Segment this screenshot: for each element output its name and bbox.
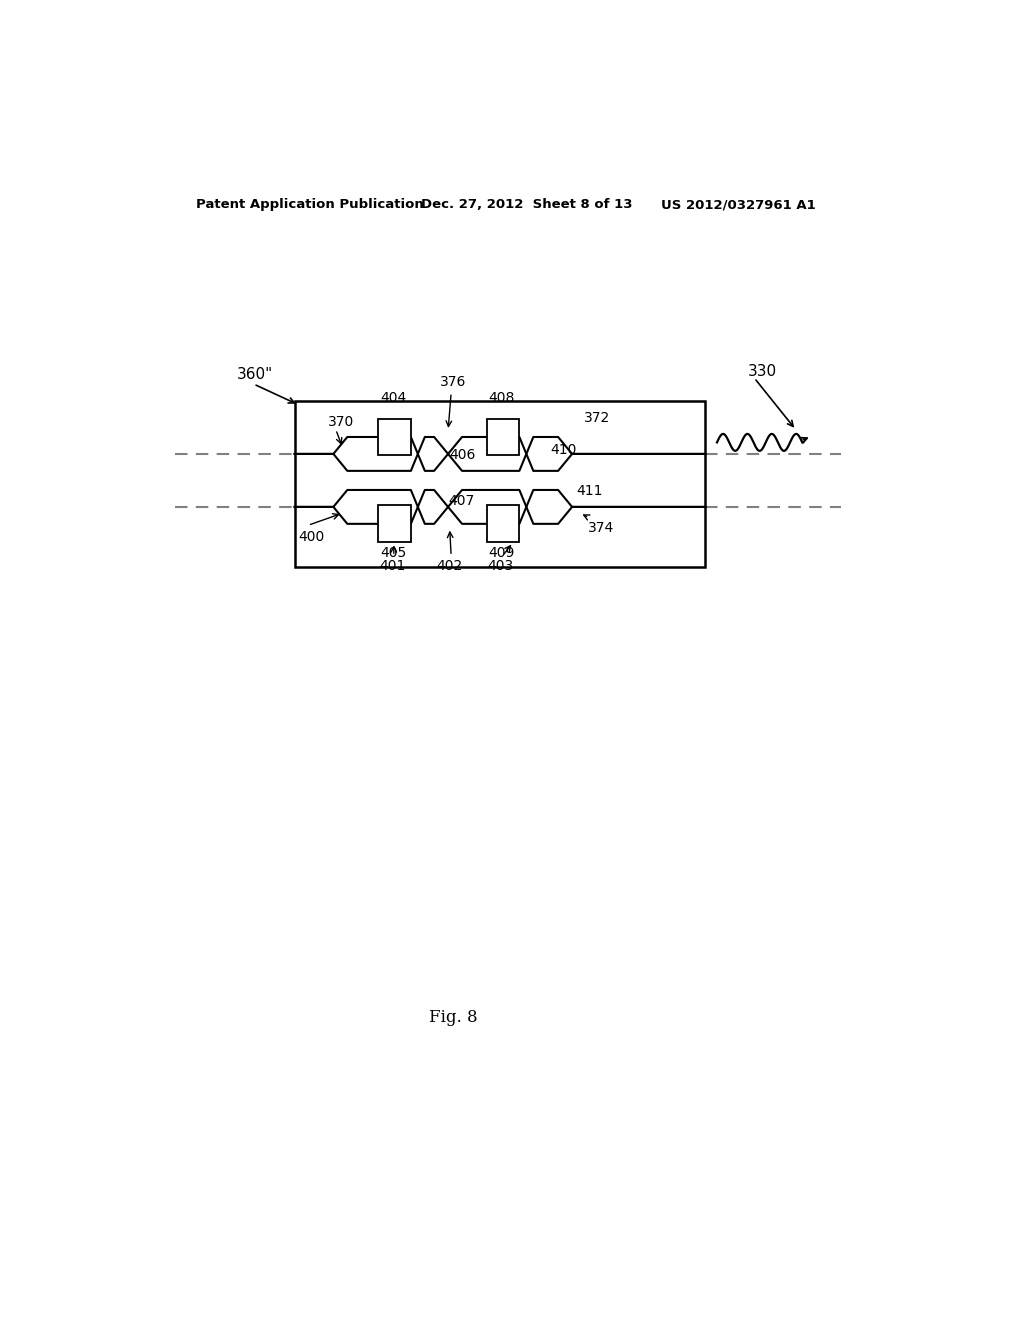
- Bar: [295, 401, 706, 566]
- Text: 360": 360": [237, 367, 272, 381]
- Bar: [486, 506, 519, 543]
- Text: 405: 405: [380, 546, 407, 560]
- Bar: [378, 506, 411, 543]
- Text: 374: 374: [588, 521, 613, 535]
- Bar: [486, 418, 519, 455]
- Text: 411: 411: [575, 483, 602, 498]
- Text: 410: 410: [550, 444, 577, 457]
- Text: 406: 406: [450, 447, 476, 462]
- Text: 370: 370: [328, 416, 354, 429]
- Text: Dec. 27, 2012  Sheet 8 of 13: Dec. 27, 2012 Sheet 8 of 13: [421, 198, 633, 211]
- Text: US 2012/0327961 A1: US 2012/0327961 A1: [662, 198, 816, 211]
- Text: 408: 408: [488, 391, 515, 405]
- Text: Patent Application Publication: Patent Application Publication: [197, 198, 424, 211]
- Text: 401: 401: [379, 560, 406, 573]
- Text: 409: 409: [488, 546, 515, 560]
- Text: 402: 402: [436, 560, 463, 573]
- Text: 376: 376: [440, 375, 467, 389]
- Text: 400: 400: [299, 531, 325, 544]
- Text: 404: 404: [380, 391, 407, 405]
- Text: Fig. 8: Fig. 8: [429, 1010, 478, 1026]
- Text: 407: 407: [449, 494, 474, 508]
- Text: 372: 372: [584, 411, 610, 425]
- Bar: [378, 418, 411, 455]
- Text: 330: 330: [748, 364, 777, 379]
- Text: 403: 403: [487, 560, 514, 573]
